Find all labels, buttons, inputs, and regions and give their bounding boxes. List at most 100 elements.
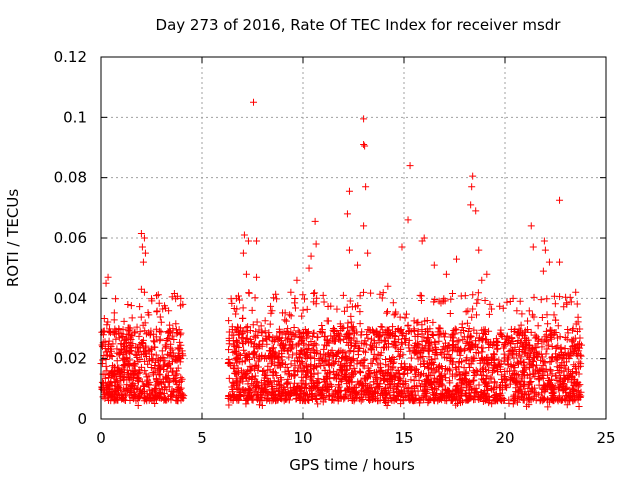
roti-point: [473, 343, 481, 351]
roti-point: [348, 326, 356, 334]
roti-point: [535, 391, 543, 399]
roti-point: [368, 346, 376, 354]
roti-point: [485, 399, 493, 407]
roti-point: [244, 237, 252, 245]
roti-point: [414, 318, 422, 326]
roti-point: [462, 357, 470, 365]
roti-point: [565, 366, 573, 374]
roti-point: [475, 246, 483, 254]
x-tick-label: 25: [596, 429, 615, 447]
roti-point: [543, 371, 551, 379]
roti-point: [441, 297, 449, 305]
roti-point: [111, 363, 119, 371]
roti-point: [425, 371, 433, 379]
roti-point: [407, 376, 415, 384]
roti-point: [439, 391, 447, 399]
roti-point: [418, 344, 426, 352]
roti-point: [274, 377, 282, 385]
roti-point: [369, 389, 377, 397]
roti-point: [104, 273, 112, 281]
roti-point: [364, 374, 372, 382]
roti-point: [500, 341, 508, 349]
roti-point: [556, 196, 564, 204]
roti-point: [243, 328, 251, 336]
roti-point: [515, 325, 523, 333]
roti-point: [119, 350, 127, 358]
roti-point: [388, 397, 396, 405]
roti-point: [437, 372, 445, 380]
roti-point: [488, 368, 496, 376]
roti-point: [284, 391, 292, 399]
roti-point: [166, 377, 174, 385]
x-tick-label: 0: [96, 429, 106, 447]
roti-point: [382, 394, 390, 402]
roti-point: [169, 358, 177, 366]
roti-point: [145, 346, 153, 354]
roti-point: [250, 332, 258, 340]
roti-point: [576, 340, 584, 348]
roti-point: [398, 340, 406, 348]
roti-point: [561, 386, 569, 394]
roti-point: [335, 347, 343, 355]
roti-point: [336, 320, 344, 328]
roti-point: [334, 371, 342, 379]
roti-point: [546, 326, 554, 334]
roti-point: [421, 317, 429, 325]
roti-point: [281, 309, 289, 317]
roti-point: [162, 375, 170, 383]
roti-point: [384, 340, 392, 348]
roti-point: [285, 370, 293, 378]
roti-point: [240, 231, 248, 239]
roti-point: [545, 258, 553, 266]
y-tick-label: 0.08: [54, 169, 87, 187]
roti-point: [152, 351, 160, 359]
roti-point: [436, 324, 444, 332]
roti-point: [398, 243, 406, 251]
roti-point: [137, 313, 145, 321]
roti-point: [107, 352, 115, 360]
roti-point: [172, 320, 180, 328]
roti-point: [539, 267, 547, 275]
roti-point: [269, 344, 277, 352]
roti-point: [507, 363, 515, 371]
roti-point: [303, 305, 311, 313]
roti-point: [486, 300, 494, 308]
grid-lines: [101, 57, 606, 419]
roti-point: [524, 395, 532, 403]
roti-point: [314, 400, 322, 408]
roti-point: [541, 386, 549, 394]
roti-point: [474, 296, 482, 304]
roti-point: [498, 333, 506, 341]
y-tick-label: 0.1: [63, 108, 87, 126]
roti-point: [288, 344, 296, 352]
roti-point: [325, 360, 333, 368]
roti-point: [274, 395, 282, 403]
roti-point: [164, 350, 172, 358]
roti-point: [480, 378, 488, 386]
roti-point: [478, 355, 486, 363]
roti-point: [442, 270, 450, 278]
roti-point: [259, 367, 267, 375]
roti-point: [131, 390, 139, 398]
roti-point: [552, 372, 560, 380]
roti-point: [527, 222, 535, 230]
roti-point: [493, 395, 501, 403]
roti-point: [514, 328, 522, 336]
roti-point: [107, 329, 115, 337]
roti-point: [481, 387, 489, 395]
roti-point: [481, 336, 489, 344]
roti-point: [485, 327, 493, 335]
roti-point: [280, 397, 288, 405]
roti-point: [255, 401, 263, 409]
roti-point: [331, 333, 339, 341]
roti-point: [352, 388, 360, 396]
roti-point: [458, 320, 466, 328]
roti-point: [121, 361, 129, 369]
roti-point: [251, 372, 259, 380]
roti-point: [548, 370, 556, 378]
roti-point: [312, 363, 320, 371]
roti-point: [256, 396, 264, 404]
roti-point: [357, 377, 365, 385]
roti-point: [153, 377, 161, 385]
